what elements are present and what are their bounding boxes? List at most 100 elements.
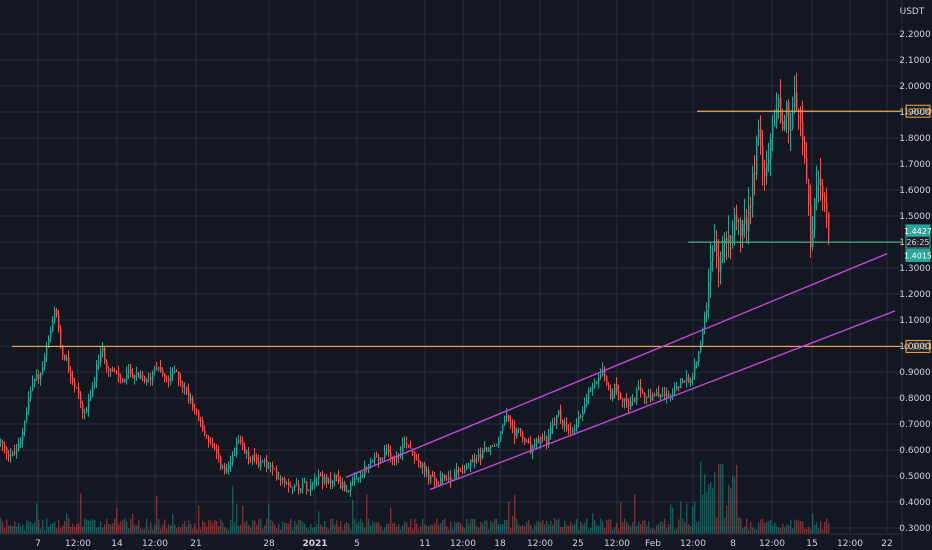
candle-body xyxy=(306,481,308,491)
volume-bar xyxy=(268,504,270,534)
channel-line-upper[interactable] xyxy=(345,253,888,478)
time-tick-label: 28 xyxy=(263,539,275,549)
volume-bar xyxy=(150,522,152,534)
candle-body xyxy=(388,449,390,453)
candle-body xyxy=(310,484,312,490)
volume-bar xyxy=(704,474,706,534)
candle-body xyxy=(526,440,528,442)
candle-body xyxy=(206,434,208,437)
volume-bar xyxy=(2,521,4,534)
volume-bar xyxy=(42,519,44,534)
candle-body xyxy=(284,478,286,483)
volume-bar xyxy=(264,525,266,534)
time-axis[interactable]: 7 12:00 14 12:00 21 28 2021 5 11 12:00 18 12:00 25 12… xyxy=(0,533,902,549)
volume-bar xyxy=(544,524,546,534)
candle-body xyxy=(520,428,522,432)
candle-body xyxy=(772,126,774,138)
candle-body xyxy=(384,451,386,459)
volume-bar xyxy=(666,528,668,534)
volume-bar xyxy=(114,518,116,534)
volume-bar xyxy=(574,523,576,534)
volume-bar xyxy=(132,514,134,534)
volume-bar xyxy=(46,518,48,534)
volume-bar xyxy=(696,521,698,534)
candle-body xyxy=(112,368,114,371)
candle-body xyxy=(798,109,800,111)
volume-bar xyxy=(582,524,584,534)
volume-bar xyxy=(742,527,744,534)
volume-bar xyxy=(454,521,456,534)
volume-bar xyxy=(520,526,522,534)
candle-body xyxy=(678,386,680,389)
volume-bar xyxy=(420,525,422,534)
volume-bar xyxy=(724,517,726,534)
time-tick-label: 5 xyxy=(354,539,360,549)
volume-bar xyxy=(220,519,222,534)
candle-body xyxy=(794,92,796,112)
volume-bar xyxy=(636,526,638,534)
candle-body xyxy=(158,367,160,370)
candle-body xyxy=(658,392,660,398)
volume-bar xyxy=(180,527,182,534)
candle-body xyxy=(18,442,20,451)
volume-bar xyxy=(648,521,650,534)
channel-line-lower[interactable] xyxy=(429,310,896,491)
volume-bar xyxy=(526,521,528,534)
volume-bar xyxy=(802,521,804,534)
candle-body xyxy=(562,420,564,426)
price-axis[interactable]: USDT 2.2000 2.1000 2.0000 1.9000 1.8000 1.700… xyxy=(899,0,931,550)
volume-bar xyxy=(710,481,712,534)
candle-body xyxy=(98,361,100,364)
volume-bar xyxy=(506,520,508,534)
price-badge-label: 26:25 xyxy=(906,238,929,247)
candle-body xyxy=(566,424,568,430)
volume-bar xyxy=(58,520,60,534)
volume-bar xyxy=(730,488,732,534)
candle-body xyxy=(24,421,26,432)
volume-bar xyxy=(416,523,418,534)
candle-body xyxy=(618,391,620,394)
volume-bar xyxy=(624,518,626,534)
candle-body xyxy=(810,205,812,247)
candle-body xyxy=(220,456,222,468)
candle-body xyxy=(6,447,8,454)
candle-body xyxy=(418,459,420,463)
volume-bar xyxy=(680,501,682,534)
volume-bar xyxy=(672,507,674,534)
horizontal-levels[interactable]: 1.9030 0.9983 xyxy=(12,104,932,353)
volume-bar xyxy=(540,522,542,534)
candle-body xyxy=(396,455,398,460)
volume-bar xyxy=(40,528,42,534)
volume-bar xyxy=(216,521,218,534)
volume-bar xyxy=(564,520,566,534)
candle-body xyxy=(598,377,600,383)
candles xyxy=(0,72,830,498)
volume-bar xyxy=(330,518,332,534)
candle-body xyxy=(130,368,132,374)
candle-body xyxy=(564,424,566,426)
candle-body xyxy=(124,378,126,383)
candle-body xyxy=(410,447,412,449)
candle-body xyxy=(768,159,770,165)
candle-body xyxy=(198,410,200,421)
candle-body xyxy=(42,367,44,373)
candle-body xyxy=(576,424,578,429)
volume-bar xyxy=(358,521,360,534)
volume-bar xyxy=(662,522,664,534)
volume-bar xyxy=(818,528,820,534)
volume-bar xyxy=(164,519,166,534)
candle-body xyxy=(722,244,724,261)
trend-channel[interactable] xyxy=(345,253,896,491)
volume-bar xyxy=(70,526,72,534)
volume-bar xyxy=(270,519,272,534)
volume-bar xyxy=(524,526,526,534)
candle-body xyxy=(656,392,658,396)
candle-body xyxy=(346,490,348,492)
volume-bar xyxy=(622,522,624,534)
volume-bar xyxy=(686,503,688,534)
volume-bar xyxy=(350,529,352,534)
volume-bar xyxy=(292,529,294,534)
candle-body xyxy=(100,351,102,362)
candle-body xyxy=(426,469,428,472)
